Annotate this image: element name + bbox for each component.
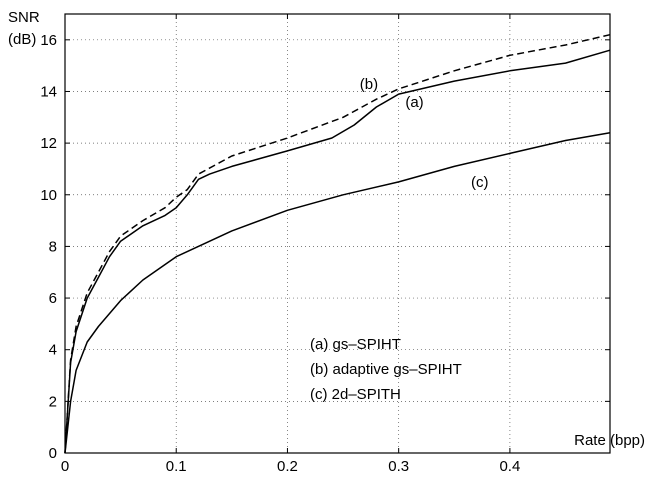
y-axis-label-line2: (dB) — [8, 31, 36, 48]
x-tick-label: 0.3 — [388, 458, 409, 475]
y-tick-label: 16 — [40, 32, 57, 49]
x-tick-label: 0.2 — [277, 458, 298, 475]
x-tick-label: 0 — [61, 458, 69, 475]
legend-entry-c: (c) 2d–SPITH — [310, 386, 401, 403]
y-tick-label: 14 — [40, 83, 57, 100]
y-tick-label: 0 — [49, 445, 57, 462]
ticks-group: 0 0.1 0.2 0.3 0.4 0 2 4 6 8 10 12 14 16 — [40, 14, 610, 475]
y-tick-label: 8 — [49, 238, 57, 255]
series-annotation: (b) — [360, 76, 378, 93]
legend-entry-b: (b) adaptive gs–SPIHT — [310, 361, 462, 378]
y-tick-label: 6 — [49, 290, 57, 307]
y-tick-label: 4 — [49, 342, 57, 359]
annotations-group: (b) (a) (c) — [360, 76, 489, 191]
series-annotation: (a) — [405, 94, 423, 111]
x-axis-label: Rate (bpp) — [574, 432, 645, 449]
y-axis-label-line1: SNR — [8, 9, 40, 26]
series-line-c — [65, 133, 610, 453]
y-tick-label: 2 — [49, 393, 57, 410]
legend: (a) gs–SPIHT (b) adaptive gs–SPIHT (c) 2… — [310, 336, 462, 403]
x-tick-label: 0.1 — [166, 458, 187, 475]
y-tick-label: 10 — [40, 187, 57, 204]
legend-entry-a: (a) gs–SPIHT — [310, 336, 401, 353]
series-annotation: (c) — [471, 174, 489, 191]
y-tick-label: 12 — [40, 135, 57, 152]
x-tick-label: 0.4 — [499, 458, 520, 475]
